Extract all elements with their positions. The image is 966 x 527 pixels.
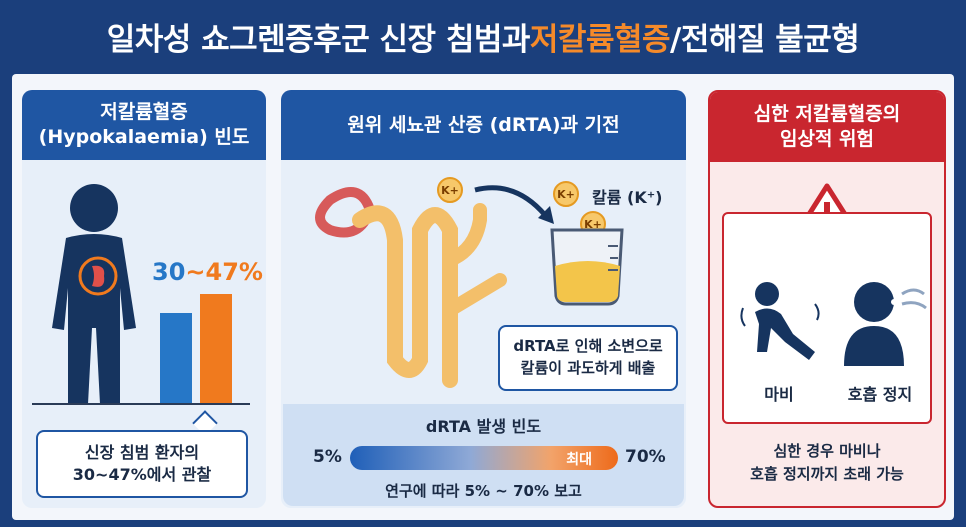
drta-frequency-gradient-bar: 최대 bbox=[350, 446, 618, 470]
panel-frequency-heading-line2: (Hypokalaemia) 빈도 bbox=[38, 126, 250, 148]
frequency-callout-line2: 30~47%에서 관찰 bbox=[72, 465, 212, 484]
panel-frequency-heading-line1: 저칼륨혈증 bbox=[100, 101, 188, 124]
symptom-respiratory-arrest-label: 호흡 정지 bbox=[847, 385, 913, 404]
drta-frequency-min: 5% bbox=[313, 447, 342, 467]
drta-callout-line1: dRTA로 인해 소변으로 bbox=[513, 337, 663, 356]
urine-container-icon bbox=[550, 228, 624, 306]
drta-callout: dRTA로 인해 소변으로 칼륨이 과도하게 배출 bbox=[498, 325, 678, 391]
symptom-paralysis-label: 마비 bbox=[764, 385, 794, 404]
frequency-bar-high bbox=[200, 294, 232, 403]
title-main: 일차성 쇼그렌증후군 신장 침범과 bbox=[106, 21, 531, 58]
frequency-callout-line1: 신장 침범 환자의 bbox=[84, 442, 200, 462]
panel-drta-heading: 원위 세뇨관 산증 (dRTA)과 기전 bbox=[281, 90, 686, 160]
chart-baseline bbox=[32, 403, 250, 405]
title-rest: /전해질 불균형 bbox=[670, 21, 860, 58]
drta-frequency-max: 70% bbox=[625, 447, 666, 467]
panel-risk-heading: 심한 저칼륨혈증의 임상적 위험 bbox=[710, 92, 944, 162]
range-separator: ~ bbox=[185, 258, 206, 286]
potassium-label: 칼륨 (K⁺) bbox=[592, 188, 663, 207]
frequency-range-label: 30~47% bbox=[152, 258, 263, 286]
risk-note-line2: 호흡 정지까지 초래 가능 bbox=[750, 464, 904, 483]
respiratory-arrest-icon bbox=[844, 282, 927, 366]
risk-note-line1: 심한 경우 마비나 bbox=[773, 442, 881, 460]
potassium-ion-icon: K+ bbox=[437, 177, 463, 203]
title-accent: 저칼륨혈증 bbox=[529, 21, 671, 58]
page-title: 일차성 쇼그렌증후군 신장 침범과 저칼륨혈증/전해질 불균형 bbox=[0, 0, 966, 72]
potassium-ion-icon: K+ bbox=[553, 181, 579, 207]
drta-callout-line2: 칼륨이 과도하게 배출 bbox=[520, 359, 656, 377]
panel-risk-heading-line1: 심한 저칼륨혈증의 bbox=[753, 103, 901, 126]
nephron-illustration bbox=[315, 187, 507, 388]
paralysis-figure-icon bbox=[740, 282, 820, 360]
panel-risk-heading-line2: 임상적 위험 bbox=[779, 128, 874, 150]
range-low: 30 bbox=[152, 258, 186, 286]
range-high: 47% bbox=[205, 258, 263, 286]
drta-frequency-note: 연구에 따라 5% ~ 70% 보고 bbox=[385, 482, 582, 500]
drta-frequency-bar-label: 최대 bbox=[566, 452, 592, 468]
panel-frequency-heading: 저칼륨혈증 (Hypokalaemia) 빈도 bbox=[22, 90, 266, 160]
risk-note: 심한 경우 마비나 호흡 정지까지 초래 가능 bbox=[722, 440, 932, 485]
frequency-bar-low bbox=[160, 313, 192, 403]
excretion-arrow-icon bbox=[474, 185, 554, 224]
drta-frequency-title: dRTA 발생 빈도 bbox=[425, 417, 542, 436]
frequency-callout: 신장 침범 환자의 30~47%에서 관찰 bbox=[36, 430, 248, 498]
human-body-kidney-icon bbox=[52, 184, 136, 404]
